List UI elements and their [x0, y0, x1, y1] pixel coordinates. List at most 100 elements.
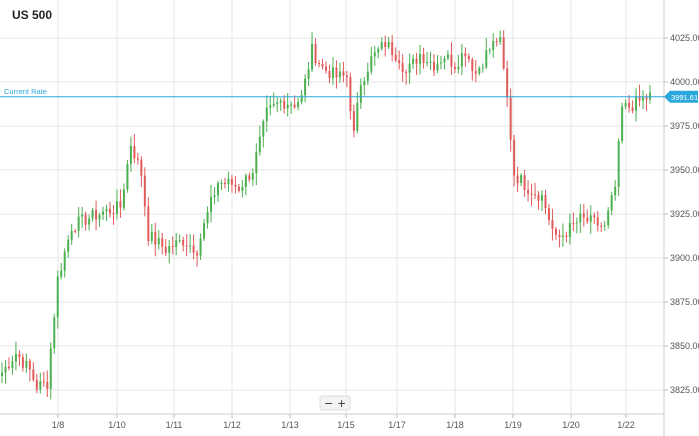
candle-body	[56, 276, 59, 318]
candle-body	[11, 361, 14, 369]
y-tick-label: 4000.00	[670, 77, 699, 87]
candle-body	[304, 78, 307, 96]
candle-body	[234, 184, 237, 187]
candle-body	[39, 381, 42, 390]
current-rate: Current Rate 3991.610	[0, 87, 699, 103]
candle-body	[541, 194, 543, 201]
candle-body	[133, 145, 136, 159]
candle-body	[182, 240, 185, 246]
zoom-out-button[interactable]: −	[324, 397, 333, 410]
candle-body	[398, 60, 401, 64]
candle-body	[530, 193, 533, 195]
candle-body	[311, 43, 314, 70]
zoom-in-button[interactable]: +	[337, 397, 346, 410]
candle-body	[67, 239, 70, 252]
candle-body	[443, 58, 446, 63]
candle-body	[321, 64, 324, 67]
candle-body	[582, 213, 585, 218]
candle-body	[70, 230, 73, 240]
candle-body	[109, 208, 111, 214]
candle-body	[49, 348, 52, 389]
candle-body	[175, 240, 178, 248]
x-tick-label: 1/10	[108, 420, 126, 430]
candle-body	[4, 366, 7, 373]
candle-body	[171, 245, 174, 248]
x-tick-label: 1/15	[337, 420, 355, 430]
candle-body	[394, 54, 397, 61]
candle-body	[373, 52, 376, 57]
y-axis: 4025.00 4000.00 3975.00 3950.00 3925.00 3900.…	[664, 33, 699, 395]
candle-body	[547, 208, 550, 221]
candle-body	[380, 42, 383, 49]
candle-body	[391, 42, 394, 55]
candle-body	[223, 182, 226, 185]
candle-body	[607, 210, 610, 226]
candle-body	[98, 214, 101, 220]
candle-body	[335, 67, 338, 78]
candle-body	[331, 67, 334, 79]
candle-body	[265, 107, 268, 122]
candle-body	[415, 58, 418, 64]
candle-body	[140, 159, 143, 176]
candle-body	[366, 71, 369, 82]
candle-body	[213, 195, 216, 198]
candle-body	[558, 234, 561, 238]
x-tick-label: 1/11	[166, 420, 183, 430]
candle-body	[544, 194, 547, 209]
candle-body	[241, 186, 244, 191]
candle-body	[356, 102, 359, 131]
candle-body	[147, 206, 150, 242]
candle-body	[513, 139, 516, 176]
candle-body	[227, 178, 230, 185]
candle-body	[352, 111, 355, 131]
candle-body	[502, 37, 505, 69]
x-tick-label: 1/19	[504, 420, 522, 430]
candle-body	[244, 175, 247, 187]
candle-body	[157, 238, 160, 245]
candle-body	[516, 175, 519, 183]
candle-body	[286, 104, 289, 109]
candle-body	[95, 210, 98, 220]
candle-body	[401, 63, 404, 73]
x-axis: 1/8 1/10 1/11 1/12 1/13 1/15 1/17 1/18 1/19 1/20 1…	[52, 414, 635, 430]
candle-body	[126, 164, 129, 190]
candle-body	[220, 182, 223, 184]
candle-body	[586, 217, 589, 222]
candle-body	[631, 107, 634, 111]
y-tick-label: 4025.00	[670, 33, 699, 43]
candle-body	[199, 238, 202, 256]
y-tick-label: 3825.00	[670, 385, 699, 395]
candle-body	[112, 213, 115, 215]
candle-body	[21, 357, 24, 368]
candle-body	[150, 231, 153, 242]
candle-body	[217, 183, 219, 196]
candle-body	[349, 77, 352, 112]
candle-body	[638, 96, 641, 101]
candle-body	[624, 102, 627, 107]
candle-body	[464, 53, 467, 57]
candle-body	[91, 210, 94, 219]
candle-body	[7, 366, 10, 369]
candle-body	[35, 379, 38, 390]
candle-body	[248, 175, 251, 180]
candle-body	[161, 238, 164, 247]
candle-body	[408, 63, 411, 73]
candle-body	[42, 381, 45, 383]
x-tick-label: 1/20	[562, 420, 580, 430]
candle-body	[230, 178, 233, 185]
candle-body	[272, 104, 275, 106]
candle-body	[439, 62, 442, 64]
candle-body	[63, 251, 66, 271]
candle-body	[102, 211, 105, 215]
candle-body	[593, 215, 596, 218]
candle-body	[600, 225, 603, 227]
candle-body	[551, 220, 554, 229]
candle-body	[509, 97, 512, 140]
current-rate-badge	[664, 90, 698, 103]
candle-body	[561, 235, 564, 238]
candle-body	[342, 71, 345, 76]
candle-body	[185, 245, 188, 247]
chart-title: US 500	[12, 8, 52, 22]
candle-body	[178, 240, 181, 242]
